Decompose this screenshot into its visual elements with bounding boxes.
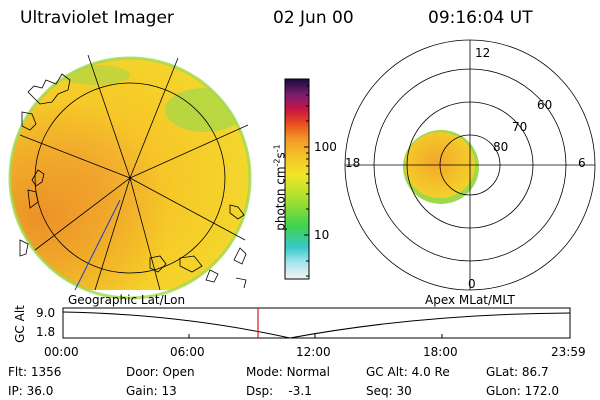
- caption-geographic: Geographic Lat/Lon: [68, 293, 186, 307]
- date-display: 02 Jun 00: [273, 8, 354, 28]
- caption-apex: Apex MLat/MLT: [425, 293, 515, 307]
- altitude-ylabel: GC Alt: [13, 305, 27, 343]
- altitude-timeline: [62, 307, 571, 339]
- polar-grid: [344, 39, 596, 291]
- mlat-label-60: 60: [537, 98, 553, 112]
- colorbar-label-exp1: -2: [272, 158, 282, 167]
- colorbar-label: photon cm-2s-1: [273, 128, 288, 248]
- mlt-label-12: 12: [475, 46, 491, 60]
- door-value: Open: [162, 365, 195, 379]
- gcalt-label: GC Alt:: [366, 365, 408, 379]
- mode-value: Normal: [286, 365, 330, 379]
- time-tick-0600: 06:00: [170, 345, 205, 359]
- disk-edge-glow: [165, 88, 245, 132]
- altitude-curve: [62, 311, 571, 339]
- gcalt-value: 4.0 Re: [411, 365, 450, 379]
- colorbar-label-s: s: [273, 152, 288, 159]
- glat-value: 86.7: [521, 365, 549, 379]
- flt-label: Flt:: [8, 365, 27, 379]
- mlat-label-70: 70: [512, 120, 528, 134]
- time-tick-0000: 00:00: [44, 345, 79, 359]
- mlat-label-80: 80: [493, 140, 509, 154]
- seq-value: 30: [396, 384, 412, 398]
- map-blue-line: [74, 199, 121, 291]
- gain-value: 13: [161, 384, 177, 398]
- mode-label: Mode:: [246, 365, 283, 379]
- latitude-circle: [34, 82, 226, 274]
- flt-value: 1356: [30, 365, 62, 379]
- status-door: Door: Open: [126, 365, 195, 379]
- seq-label: Seq:: [366, 384, 393, 398]
- time-tick-2359: 23:59: [551, 345, 586, 359]
- time-tick-1800: 18:00: [423, 345, 458, 359]
- dsp-label: Dsp:: [246, 384, 274, 398]
- status-glat: GLat: 86.7: [486, 365, 549, 379]
- status-dsp: Dsp: -3.1: [246, 384, 312, 398]
- status-glon: GLon: 172.0: [486, 384, 559, 398]
- alt-tick-1-8: 1.8: [36, 325, 56, 339]
- status-mode: Mode: Normal: [246, 365, 330, 379]
- mlt-label-6: 6: [578, 156, 586, 170]
- meridian-lines: [19, 54, 249, 291]
- status-seq: Seq: 30: [366, 384, 412, 398]
- glon-label: GLon:: [486, 384, 521, 398]
- door-label: Door:: [126, 365, 159, 379]
- polar-mlt-plot: [344, 39, 596, 291]
- status-gcalt: GC Alt: 4.0 Re: [366, 365, 450, 379]
- status-flt: Flt: 1356: [8, 365, 61, 379]
- geographic-image: [8, 54, 252, 300]
- color-scale-bar: [284, 78, 310, 280]
- colorbar-tick-10: 10: [314, 228, 330, 242]
- colorbar-tick-100: 100: [314, 140, 337, 154]
- status-ip: IP: 36.0: [8, 384, 53, 398]
- dsp-value: -3.1: [288, 384, 312, 398]
- status-gain: Gain: 13: [126, 384, 177, 398]
- alt-tick-9: 9.0: [36, 306, 56, 320]
- glon-value: 172.0: [524, 384, 559, 398]
- ip-value: 36.0: [26, 384, 54, 398]
- mlt-label-0: 0: [468, 277, 476, 291]
- time-display: 09:16:04 UT: [428, 8, 533, 28]
- app-title: Ultraviolet Imager: [20, 8, 174, 28]
- mlt-label-18: 18: [345, 156, 361, 170]
- glat-label: GLat:: [486, 365, 519, 379]
- colorbar-label-exp2: -1: [272, 144, 282, 153]
- gain-label: Gain:: [126, 384, 158, 398]
- earth-limb: [8, 56, 252, 300]
- time-tick-1200: 12:00: [296, 345, 331, 359]
- ip-label: IP:: [8, 384, 23, 398]
- coastline-outlines: [19, 73, 247, 289]
- colorbar-label-unit: photon cm: [273, 166, 288, 231]
